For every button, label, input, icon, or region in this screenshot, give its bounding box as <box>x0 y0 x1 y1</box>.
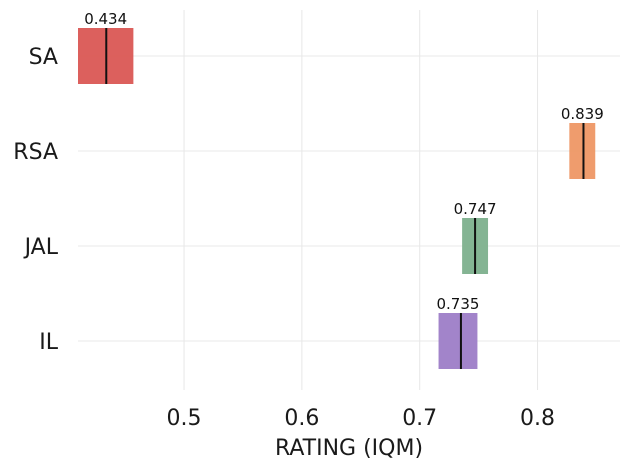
labels: 0.5 0.6 0.7 0.8 SA RSA JAL IL 0.434 0.839 0.747 0.7… <box>13 10 603 431</box>
data-label-rsa: 0.839 <box>561 105 604 123</box>
data-label-il: 0.735 <box>437 295 480 313</box>
interval-bar-il <box>438 313 478 369</box>
category-label: IL <box>39 330 58 355</box>
interval-bars <box>78 28 596 369</box>
data-label-jal: 0.747 <box>454 200 497 218</box>
x-axis-label: RATING (IQM) <box>275 436 423 461</box>
category-label: JAL <box>23 235 59 260</box>
x-tick-label: 0.8 <box>520 406 555 431</box>
x-tick-label: 0.7 <box>402 406 437 431</box>
grid <box>78 10 620 390</box>
interval-bar-rsa <box>569 123 596 179</box>
data-label-sa: 0.434 <box>84 10 127 28</box>
x-tick-label: 0.6 <box>284 406 319 431</box>
category-label: RSA <box>13 140 58 165</box>
x-tick-label: 0.5 <box>167 406 202 431</box>
category-label: SA <box>29 45 58 70</box>
